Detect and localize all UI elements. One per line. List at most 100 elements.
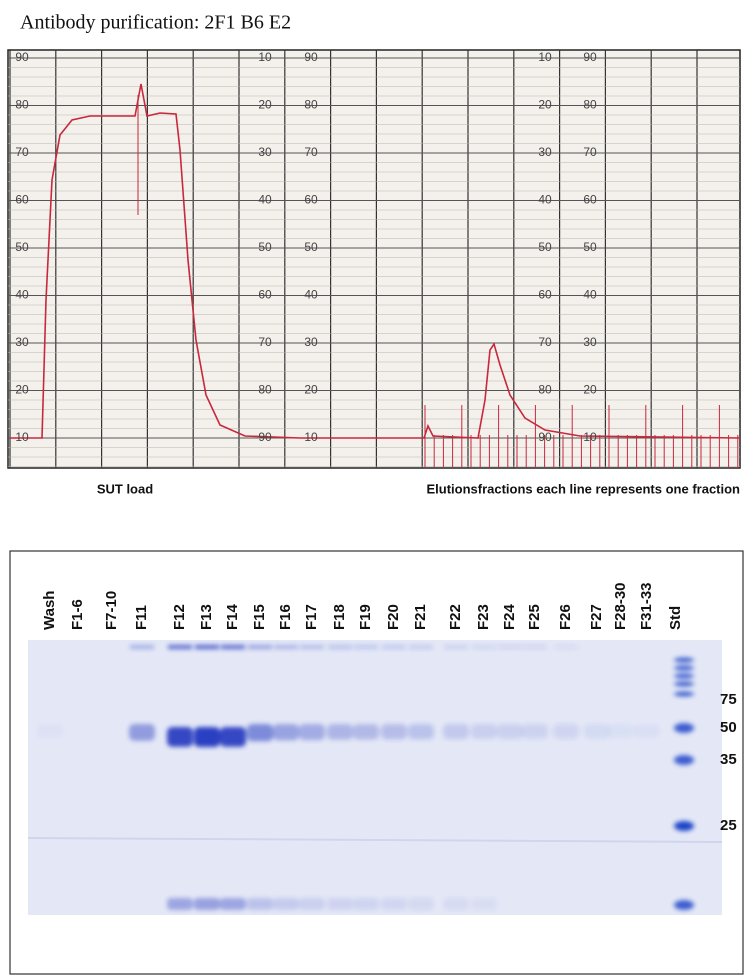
lane-label: F15	[251, 604, 268, 630]
top-band	[248, 645, 272, 649]
top-band	[444, 645, 468, 649]
lane-label: F27	[588, 604, 605, 630]
scale-label: 70	[304, 145, 318, 159]
ladder-band	[674, 821, 694, 831]
heavy-chain-band	[247, 724, 273, 742]
ladder-band	[674, 691, 694, 697]
light-chain-band	[220, 898, 246, 910]
top-band	[472, 645, 496, 649]
heavy-chain-band	[167, 727, 193, 747]
lane-label: F18	[331, 604, 348, 630]
scale-label: 90	[258, 430, 272, 444]
heavy-chain-band	[408, 724, 434, 740]
lane-label: F14	[224, 603, 241, 630]
heavy-chain-band	[634, 724, 660, 739]
scale-label: 40	[15, 288, 29, 302]
lane-label: F31-33	[638, 582, 655, 630]
light-chain-band	[167, 898, 193, 910]
top-band	[221, 645, 245, 649]
scale-label: 20	[538, 98, 552, 112]
top-band	[168, 645, 192, 649]
light-chain-band	[471, 898, 497, 910]
lane-label: F28-30	[612, 582, 629, 630]
scale-label: 40	[538, 193, 552, 207]
light-chain-band	[273, 898, 299, 910]
heavy-chain-band	[273, 724, 299, 741]
recorder-scales: 90 80 70 60 50 40 30 20 10 10 20 30 40 50 60 70 80 90 90 80…	[15, 50, 597, 444]
lane-label: F23	[475, 604, 492, 630]
lane-label: F26	[557, 604, 574, 630]
scale-label: 80	[15, 98, 29, 112]
ladder-band	[674, 723, 694, 733]
heavy-chain-band	[37, 724, 63, 738]
lane-label: F21	[412, 604, 429, 630]
scale-label: 20	[15, 383, 29, 397]
scale-label: 80	[304, 98, 318, 112]
top-band	[382, 645, 406, 649]
caption-load: SUT load	[97, 481, 153, 496]
lane-label: F22	[447, 604, 464, 630]
lane-label: Std	[667, 606, 684, 630]
lane-label: F1-6	[69, 599, 86, 630]
ladder-band	[674, 673, 694, 679]
scale-label: 60	[304, 193, 318, 207]
light-chain-band	[353, 898, 379, 910]
scale-label: 10	[538, 50, 552, 64]
scale-label: 70	[258, 335, 272, 349]
lane-label: F20	[385, 604, 402, 630]
heavy-chain-band	[129, 724, 155, 741]
scale-label: 60	[538, 288, 552, 302]
scale-label: 40	[258, 193, 272, 207]
scale-label: 20	[304, 383, 318, 397]
heavy-chain-band	[471, 724, 497, 739]
heavy-chain-band	[584, 724, 610, 739]
heavy-chain-band	[220, 727, 246, 747]
heavy-chain-band	[381, 724, 407, 740]
light-chain-band	[381, 898, 407, 910]
marker-label: 50	[720, 719, 737, 736]
scale-label: 60	[583, 193, 597, 207]
heavy-chain-band	[553, 724, 579, 739]
scale-label: 60	[15, 193, 29, 207]
lane-label: F13	[198, 604, 215, 630]
gel	[28, 640, 722, 915]
lane-label: F17	[303, 604, 320, 630]
scale-label: 20	[258, 98, 272, 112]
scale-label: 70	[538, 335, 552, 349]
scale-label: 10	[583, 430, 597, 444]
light-chain-band	[194, 898, 220, 910]
heavy-chain-band	[353, 724, 379, 740]
top-band	[328, 645, 352, 649]
ladder-band	[674, 755, 694, 765]
lane-label: F7-10	[103, 591, 120, 630]
scale-label: 50	[15, 240, 29, 254]
lane-label: F16	[277, 604, 294, 630]
light-chain-band	[247, 898, 273, 910]
scale-label: 70	[583, 145, 597, 159]
light-chain-band	[408, 898, 434, 910]
scale-label: 90	[304, 50, 318, 64]
scale-label: 50	[538, 240, 552, 254]
light-chain-band	[299, 898, 325, 910]
heavy-chain-band	[443, 724, 469, 740]
scale-label: 10	[258, 50, 272, 64]
scale-label: 50	[583, 240, 597, 254]
heavy-chain-band	[522, 724, 548, 739]
scale-label: 10	[15, 430, 29, 444]
marker-label: 75	[720, 691, 737, 708]
heavy-chain-band	[608, 724, 634, 739]
top-band	[409, 645, 433, 649]
scale-label: 50	[258, 240, 272, 254]
scale-label: 90	[583, 50, 597, 64]
top-band	[130, 645, 154, 649]
top-band	[354, 645, 378, 649]
scale-label: 80	[258, 383, 272, 397]
lane-label: F11	[133, 605, 150, 630]
scale-label: 80	[538, 383, 552, 397]
top-band	[195, 645, 219, 649]
scale-label: 30	[304, 335, 318, 349]
scale-label: 60	[258, 288, 272, 302]
lane-label: F12	[171, 604, 188, 630]
scale-label: 90	[538, 430, 552, 444]
